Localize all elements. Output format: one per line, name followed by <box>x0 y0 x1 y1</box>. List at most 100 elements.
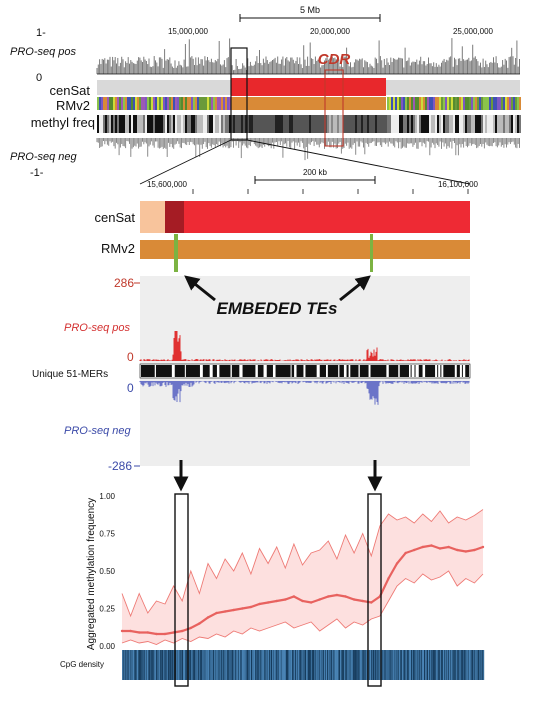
cpg-density-strip <box>427 650 429 680</box>
zoom-ruler-label: 200 kb <box>303 168 328 177</box>
top-rmv2-segment <box>183 97 185 110</box>
top-methyl-segment <box>325 115 327 133</box>
cpg-density-strip <box>129 650 131 680</box>
cpg-density-strip <box>322 650 324 680</box>
top-methyl-segment <box>331 115 333 133</box>
top-methyl-segment <box>115 115 117 133</box>
cpg-density-strip <box>301 650 303 680</box>
top-rmv2-segment <box>115 97 117 110</box>
cpg-density-strip <box>390 650 392 680</box>
zoom-censat-label: cenSat <box>95 210 136 225</box>
cpg-density-strip <box>475 650 477 680</box>
cpg-density-strip <box>286 650 288 680</box>
cpg-density-strip <box>435 650 437 680</box>
cpg-density-strip <box>352 650 354 680</box>
top-methyl-segment <box>357 115 359 133</box>
cpg-density-strip <box>251 650 253 680</box>
chart-y-axis-label: Aggregated methylation frequency <box>86 498 97 650</box>
cpg-density-strip <box>295 650 297 680</box>
top-zero-label: 0 <box>36 72 42 84</box>
top-rmv2-segment <box>155 97 157 110</box>
top-methyl-segment <box>127 115 129 133</box>
cpg-density-strip <box>382 650 384 680</box>
cpg-density-strip <box>224 650 226 680</box>
top-rmv2-segment <box>465 97 467 110</box>
cpg-density-strip <box>237 650 239 680</box>
top-rmv2-segment <box>101 97 103 110</box>
top-rmv2-segment <box>113 97 115 110</box>
cpg-density-strip <box>149 650 151 680</box>
top-methyl-segment <box>159 115 161 133</box>
cpg-density-strip <box>448 650 450 680</box>
cpg-density-strip <box>374 650 376 680</box>
top-rmv2-segment <box>443 97 445 110</box>
top-methyl-segment <box>517 115 519 133</box>
top-methyl-segment <box>163 115 165 133</box>
cpg-density-strip <box>342 650 344 680</box>
top-rmv2-segment <box>211 97 213 110</box>
top-methyl-segment <box>217 115 219 133</box>
cpg-density-strip <box>236 650 238 680</box>
cpg-density-strip <box>204 650 206 680</box>
cpg-density-track <box>122 650 485 680</box>
cpg-density-strip <box>372 650 374 680</box>
top-pro-neg-label: PRO-seq neg <box>10 151 78 163</box>
top-methyl-segment <box>505 115 507 133</box>
cpg-density-strip <box>172 650 174 680</box>
zoom-rmv2-label: RMv2 <box>101 241 135 256</box>
cpg-density-strip <box>356 650 358 680</box>
cpg-density-strip <box>239 650 241 680</box>
chart-mean-point <box>146 631 149 634</box>
top-rmv2-segment <box>133 97 135 110</box>
top-rmv2-segment <box>407 97 409 110</box>
cpg-density-strip <box>123 650 125 680</box>
top-methyl-segment <box>441 115 443 133</box>
top-methyl-segment <box>461 115 463 133</box>
cpg-density-strip <box>226 650 228 680</box>
cpg-density-strip <box>240 650 242 680</box>
cpg-density-strip <box>321 650 323 680</box>
unique-kmer-block <box>359 365 369 377</box>
cpg-density-strip <box>326 650 328 680</box>
top-methyl-segment <box>411 115 413 133</box>
top-rmv2-segment <box>517 97 519 110</box>
top-rmv2-segment <box>97 97 99 110</box>
top-rmv2-segment <box>485 97 487 110</box>
methylation-chart: Aggregated methylation frequency 0.00 0.2… <box>60 492 485 687</box>
cpg-density-strip <box>429 650 431 680</box>
top-methyl-segment <box>211 115 213 133</box>
cpg-density-strip <box>424 650 426 680</box>
top-methyl-segment <box>305 115 307 133</box>
top-rmv2-segment <box>489 97 491 110</box>
top-methyl-segment <box>493 115 495 133</box>
top-methyl-segment <box>491 115 493 133</box>
cpg-density-strip <box>418 650 420 680</box>
cpg-density-strip <box>189 650 191 680</box>
top-methyl-segment <box>465 115 467 133</box>
top-rmv2-segment <box>215 97 217 110</box>
top-methyl-segment <box>245 115 247 133</box>
top-methyl-segment <box>297 115 299 133</box>
cpg-density-strip <box>445 650 447 680</box>
top-methyl-segment <box>195 115 197 133</box>
cpg-density-strip <box>456 650 458 680</box>
top-methyl-segment <box>337 115 339 133</box>
cpg-density-strip <box>220 650 222 680</box>
top-methyl-segment <box>457 115 459 133</box>
chart-y-tick-label: 0.00 <box>99 642 115 651</box>
cpg-density-strip <box>281 650 283 680</box>
unique-kmer-block <box>370 365 387 377</box>
top-methyl-segment <box>471 115 473 133</box>
unique-kmer-block <box>388 365 399 377</box>
top-methyl-segment <box>309 115 311 133</box>
top-methyl-segment <box>161 115 163 133</box>
top-methyl-segment <box>261 115 263 133</box>
cpg-density-strip <box>471 650 473 680</box>
cpg-density-strip <box>379 650 381 680</box>
cpg-density-strip <box>345 650 347 680</box>
top-tick-label: 20,000,000 <box>310 27 351 36</box>
chart-y-tick-label: 0.25 <box>99 605 115 614</box>
top-rmv2-segment <box>153 97 155 110</box>
cpg-density-strip <box>360 650 362 680</box>
cpg-density-strip <box>261 650 263 680</box>
